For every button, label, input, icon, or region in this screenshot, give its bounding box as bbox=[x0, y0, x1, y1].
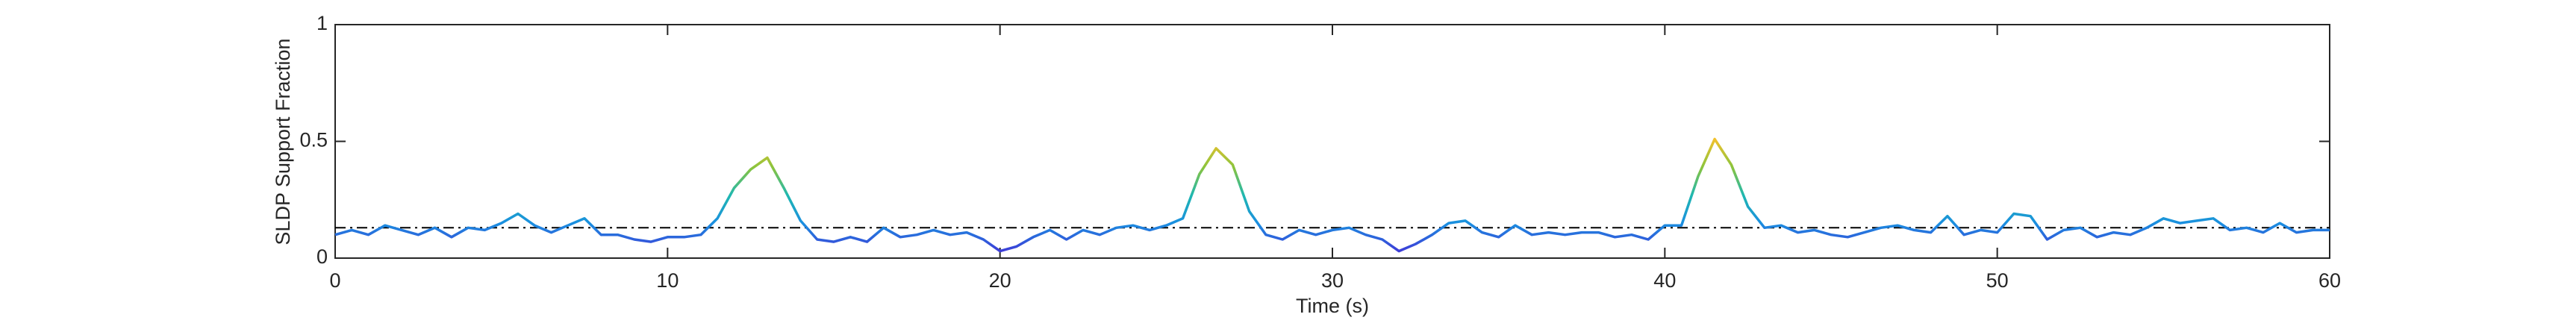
x-tick-label: 30 bbox=[1321, 269, 1344, 292]
y-tick-label: 1 bbox=[316, 12, 328, 34]
x-tick-label: 60 bbox=[2318, 269, 2341, 292]
x-tick-label: 20 bbox=[989, 269, 1011, 292]
x-tick-label: 10 bbox=[656, 269, 679, 292]
plot-box bbox=[334, 24, 2330, 259]
y-tick-label: 0 bbox=[316, 245, 328, 268]
x-tick-label: 0 bbox=[329, 269, 340, 292]
x-tick-label: 40 bbox=[1653, 269, 1676, 292]
y-tick-label: 0.5 bbox=[299, 129, 328, 151]
data-line bbox=[334, 137, 2330, 253]
y-axis-label: SLDP Support Fraction bbox=[272, 38, 294, 245]
x-axis-label: Time (s) bbox=[1296, 295, 1369, 317]
x-tick-label: 50 bbox=[1986, 269, 2009, 292]
